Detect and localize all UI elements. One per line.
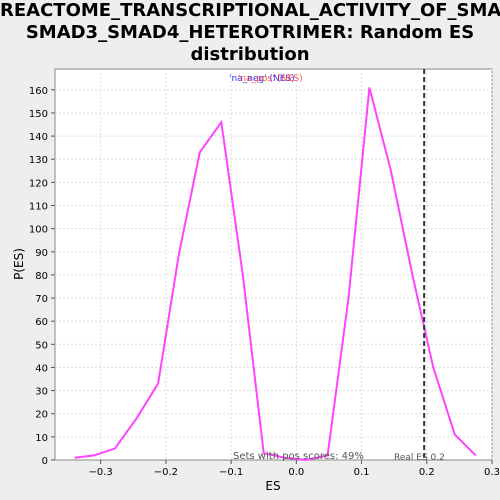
x-tick-label: −0.3 xyxy=(89,467,113,478)
y-tick-label: 50 xyxy=(35,340,48,351)
y-tick-label: 70 xyxy=(35,294,48,305)
y-axis-label: P(ES) xyxy=(12,248,26,280)
y-tick-label: 140 xyxy=(29,132,48,143)
real-es-annotation: Real ES 0.2 xyxy=(394,453,445,463)
y-tick-label: 110 xyxy=(29,202,48,213)
x-tick-label: −0.2 xyxy=(154,467,178,478)
x-tick-label: 0.1 xyxy=(354,467,370,478)
y-tick-label: 20 xyxy=(35,410,48,421)
x-tick-label: 0.0 xyxy=(288,467,304,478)
x-axis-label: ES xyxy=(265,479,280,493)
y-tick-label: 90 xyxy=(35,248,48,259)
x-tick-label: 0.2 xyxy=(419,467,435,478)
y-tick-label: 100 xyxy=(29,225,48,236)
pos-scores-annotation: Sets with pos scores: 49% xyxy=(233,451,364,462)
y-tick-label: 60 xyxy=(35,317,48,328)
y-axis: 0 10 20 30 40 50 60 70 80 90 100 110 120 130 140 150 160 xyxy=(29,86,55,467)
y-tick-label: 0 xyxy=(42,456,48,467)
x-tick-label: 0.3 xyxy=(484,467,500,478)
y-tick-label: 160 xyxy=(29,86,48,97)
x-tick-label: −0.1 xyxy=(219,467,243,478)
legend-label-pos: 'na_pos' (NES) xyxy=(238,74,303,84)
y-tick-label: 80 xyxy=(35,271,48,282)
y-tick-label: 40 xyxy=(35,363,48,374)
y-tick-label: 120 xyxy=(29,178,48,189)
y-tick-label: 150 xyxy=(29,109,48,120)
y-tick-label: 30 xyxy=(35,387,48,398)
y-tick-label: 130 xyxy=(29,155,48,166)
y-tick-label: 10 xyxy=(35,433,48,444)
